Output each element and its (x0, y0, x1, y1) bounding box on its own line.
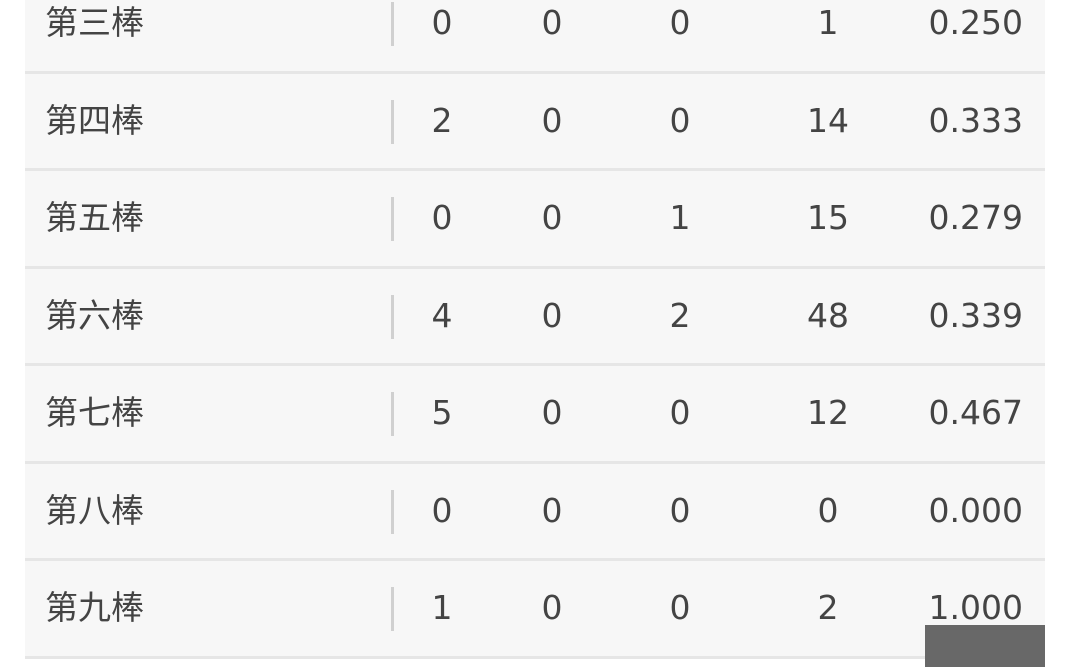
stat-cell: 1 (431, 588, 453, 627)
stat-cell: 0 (669, 100, 691, 140)
stat-cell: 0 (817, 490, 839, 530)
stat-cell: 0 (541, 393, 563, 432)
stat-cell: 0 (669, 393, 691, 432)
stat-cell: 0 (431, 198, 453, 237)
row-label: 第五棒 (45, 198, 144, 237)
row-label: 第九棒 (45, 588, 144, 627)
stat-cell: 15 (807, 198, 849, 237)
row-label: 第七棒 (45, 393, 144, 432)
stat-cell: 0 (541, 490, 563, 530)
stat-cell: 1.000 (928, 588, 1023, 627)
row-label: 第四棒 (45, 100, 144, 140)
stat-cell: 0.250 (928, 3, 1023, 42)
stat-cell: 2 (669, 295, 691, 335)
stat-cell: 0.339 (928, 295, 1023, 335)
column-divider (391, 489, 394, 534)
stat-cell: 0 (541, 295, 563, 335)
stat-cell: 0.333 (928, 100, 1023, 140)
table-row[interactable]: 第八棒 0 0 0 0 0.000 (25, 463, 1045, 561)
table-row[interactable]: 第四棒 2 0 0 14 0.333 (25, 73, 1045, 171)
column-divider (391, 2, 394, 46)
overlay-box (925, 625, 1045, 667)
stat-cell: 0 (541, 588, 563, 627)
stat-cell: 0 (541, 3, 563, 42)
stat-cell: 14 (807, 100, 849, 140)
column-divider (391, 392, 394, 436)
stat-cell: 0.000 (928, 490, 1023, 530)
column-divider (391, 587, 394, 631)
column-divider (391, 197, 394, 241)
stat-cell: 0 (669, 490, 691, 530)
stat-cell: 0 (431, 3, 453, 42)
stat-cell: 1 (669, 198, 691, 237)
stat-cell: 0.467 (928, 393, 1023, 432)
row-label: 第六棒 (45, 295, 144, 335)
stat-cell: 0 (431, 490, 453, 530)
stat-cell: 5 (431, 393, 453, 432)
stat-cell: 0.279 (928, 198, 1023, 237)
stat-cell: 1 (817, 3, 839, 42)
table-row[interactable]: 第五棒 0 0 1 15 0.279 (25, 171, 1045, 269)
table-row[interactable]: 第九棒 1 0 0 2 1.000 (25, 561, 1045, 659)
stat-cell: 0 (669, 588, 691, 627)
stat-cell: 48 (807, 295, 849, 335)
stat-cell: 2 (817, 588, 839, 627)
stat-cell: 4 (431, 295, 453, 335)
table-row[interactable]: 第六棒 4 0 2 48 0.339 (25, 268, 1045, 366)
batting-order-table: 第三棒 0 0 0 1 0.250 第四棒 2 0 0 14 0.333 第五棒 0 0 1 15 0.279 第六… (25, 0, 1045, 659)
row-label: 第八棒 (45, 490, 144, 530)
row-label: 第三棒 (45, 3, 144, 42)
stat-cell: 0 (541, 100, 563, 140)
stat-cell: 0 (669, 3, 691, 42)
table-row[interactable]: 第三棒 0 0 0 1 0.250 (25, 0, 1045, 74)
column-divider (391, 99, 394, 144)
stat-cell: 0 (541, 198, 563, 237)
stat-cell: 12 (807, 393, 849, 432)
column-divider (391, 294, 394, 339)
table-row[interactable]: 第七棒 5 0 0 12 0.467 (25, 366, 1045, 464)
stat-cell: 2 (431, 100, 453, 140)
